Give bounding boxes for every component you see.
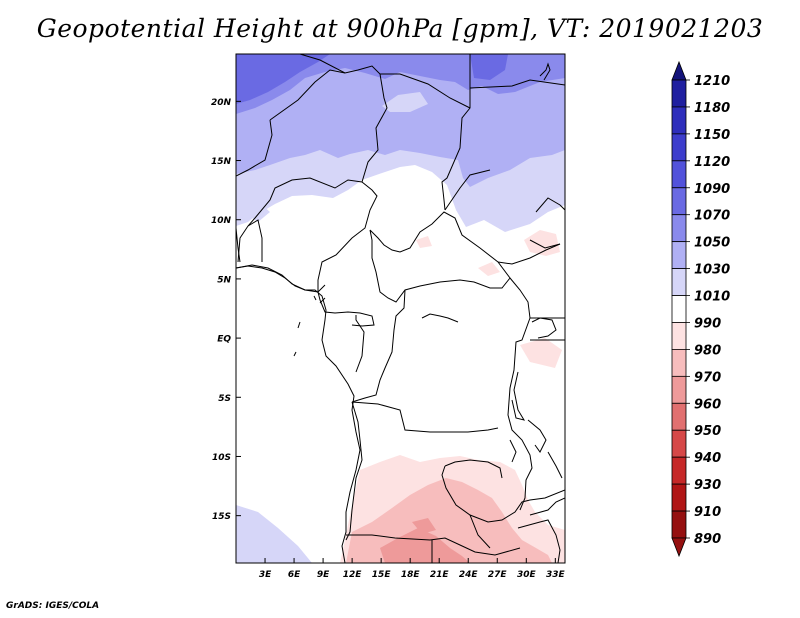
colorbar-swatch bbox=[671, 456, 687, 485]
lat-label: 15N bbox=[211, 157, 232, 167]
lon-label: 12E bbox=[343, 570, 363, 580]
colorbar-swatch bbox=[671, 510, 687, 539]
chart-title: Geopotential Height at 900hPa [gpm], VT:… bbox=[36, 14, 764, 43]
colorbar-label: 890 bbox=[694, 532, 721, 547]
lon-label: 18E bbox=[401, 570, 421, 580]
colorbar-label: 930 bbox=[694, 478, 721, 493]
colorbar-label: 940 bbox=[694, 451, 721, 466]
lon-label: 33E bbox=[546, 570, 566, 580]
colorbar-label: 1210 bbox=[694, 74, 730, 89]
colorbar-swatch bbox=[671, 133, 687, 162]
colorbar-label: 1090 bbox=[694, 182, 730, 197]
lat-label: 5N bbox=[217, 275, 231, 285]
lat-label: 15S bbox=[212, 512, 231, 522]
colorbar-label: 1030 bbox=[694, 263, 730, 278]
colorbar-swatch bbox=[671, 429, 687, 458]
band-960-970 bbox=[380, 528, 470, 563]
colorbar-swatch bbox=[671, 322, 687, 350]
coastlines bbox=[236, 62, 565, 563]
colorbar-swatch bbox=[671, 79, 687, 108]
lon-label: 30E bbox=[517, 570, 537, 580]
colorbar-swatch bbox=[671, 268, 687, 296]
colorbar-swatch bbox=[671, 375, 687, 404]
colorbar-label: 1180 bbox=[694, 101, 730, 116]
colorbar-label: 960 bbox=[694, 397, 721, 412]
colorbar-label: 970 bbox=[694, 370, 721, 385]
colorbar-label: 990 bbox=[694, 316, 721, 331]
colorbar-swatch bbox=[671, 106, 687, 135]
shaded-field bbox=[236, 54, 565, 563]
longitude-axis: 3E 6E 9E 12E 15E 18E 21E 24E 27E 30E 33E bbox=[259, 558, 566, 580]
colorbar-swatch bbox=[671, 402, 687, 431]
colorbar-label: 950 bbox=[694, 424, 721, 439]
grads-credit: GrADS: IGES/COLA bbox=[6, 601, 100, 611]
map-frame bbox=[235, 53, 566, 564]
colorbar-label: 1120 bbox=[694, 155, 730, 170]
lat-label: 5S bbox=[218, 394, 231, 404]
colorbar-top-arrow bbox=[671, 60, 687, 81]
colorbar-swatch bbox=[671, 295, 687, 323]
lat-label: EQ bbox=[217, 335, 231, 345]
lat-label: 10N bbox=[211, 216, 232, 226]
lon-label: 24E bbox=[459, 570, 479, 580]
band-1070 bbox=[236, 54, 330, 104]
lon-label: 6E bbox=[288, 570, 301, 580]
colorbar-label: 980 bbox=[694, 343, 721, 358]
colorbar-label: 910 bbox=[694, 505, 721, 520]
colorbar-label: 1050 bbox=[694, 236, 730, 251]
colorbar: 1210 1180 1150 1120 1090 1070 1050 1030 1010 990 9… bbox=[671, 60, 730, 558]
country-boundaries bbox=[236, 54, 565, 563]
lat-label: 20N bbox=[211, 98, 232, 108]
latitude-axis: 20N 15N 10N 5N EQ 5S 10S 15S bbox=[211, 98, 241, 522]
lon-label: 27E bbox=[488, 570, 508, 580]
colorbar-swatch bbox=[671, 349, 687, 377]
colorbar-swatch bbox=[671, 483, 687, 512]
colorbar-label: 1150 bbox=[694, 128, 730, 143]
lat-label: 10S bbox=[212, 453, 231, 463]
colorbar-swatch bbox=[671, 214, 687, 243]
colorbar-bottom-arrow bbox=[671, 537, 687, 558]
colorbar-swatch bbox=[671, 187, 687, 216]
lon-label: 9E bbox=[317, 570, 330, 580]
colorbar-swatch bbox=[671, 241, 687, 269]
lon-label: 3E bbox=[259, 570, 272, 580]
lon-label: 15E bbox=[372, 570, 392, 580]
lon-label: 21E bbox=[430, 570, 450, 580]
colorbar-label: 1010 bbox=[694, 290, 730, 305]
colorbar-label: 1070 bbox=[694, 209, 730, 224]
band-sw-1010 bbox=[236, 505, 312, 563]
colorbar-swatch bbox=[671, 160, 687, 189]
